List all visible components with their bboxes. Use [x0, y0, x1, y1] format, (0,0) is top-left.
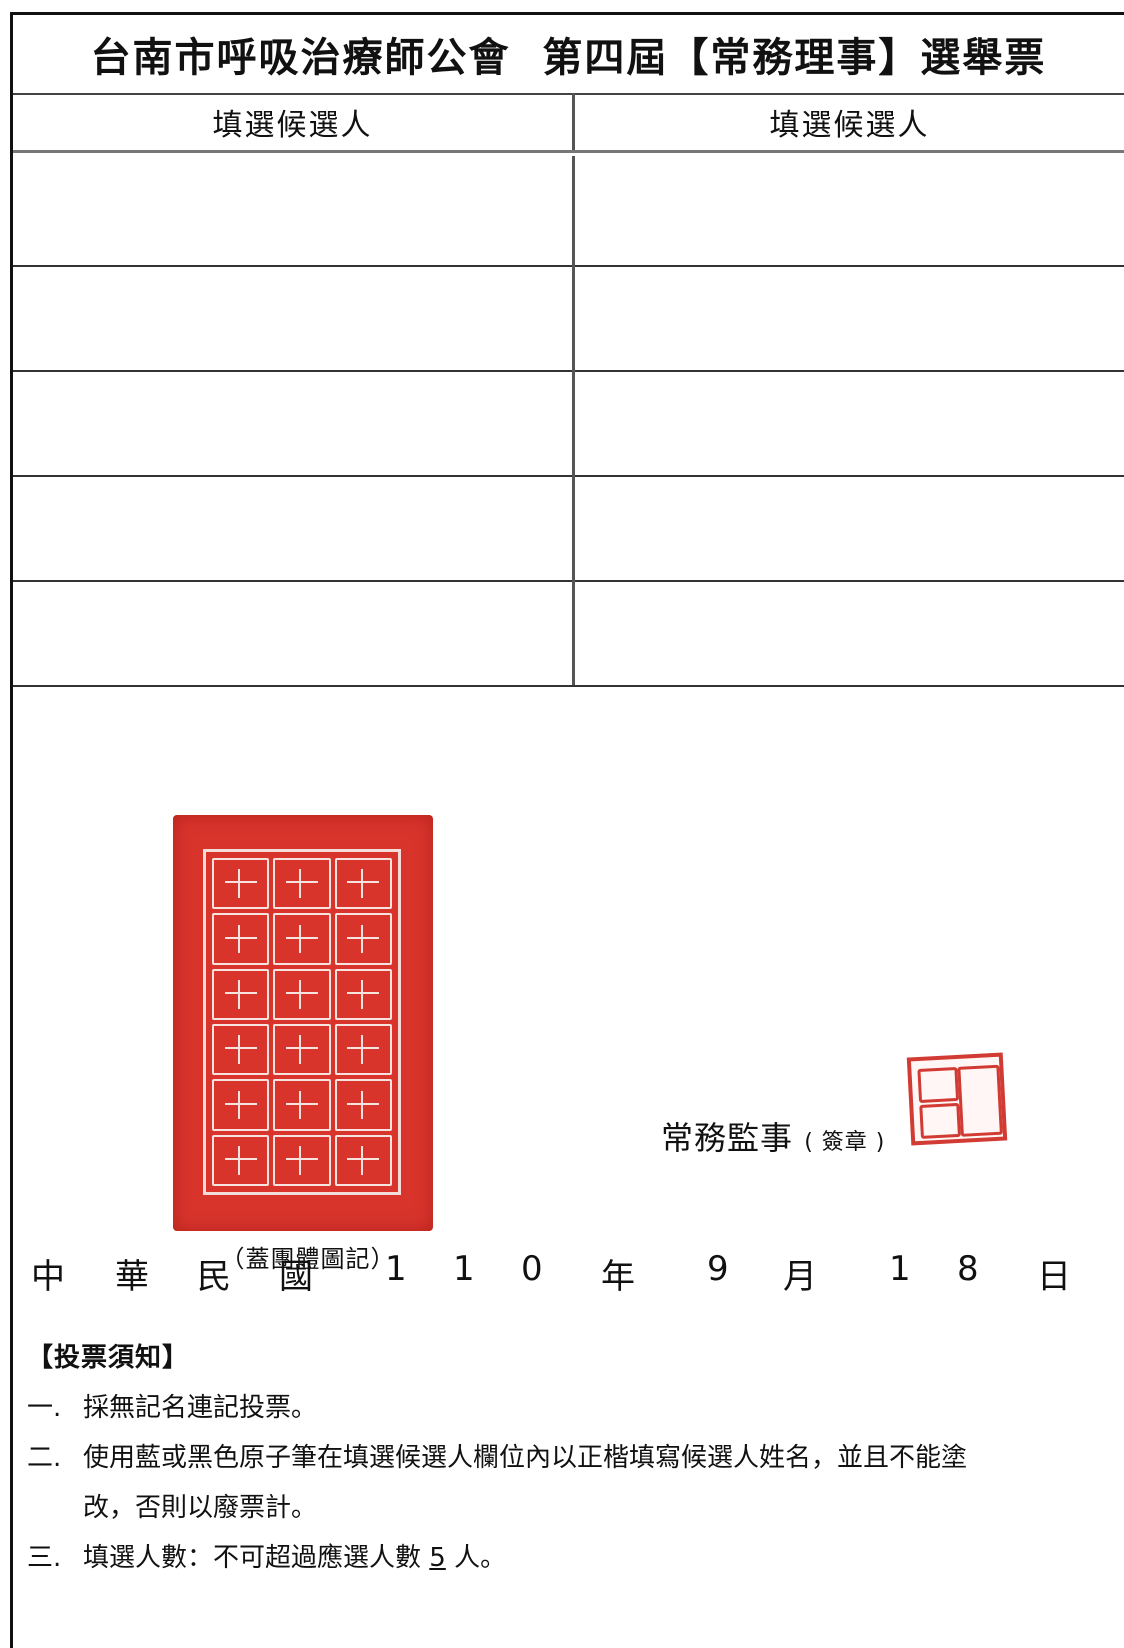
date-part: 8 [957, 1249, 979, 1289]
seal-glyph [334, 968, 392, 1020]
seal-glyph [273, 858, 331, 910]
candidate-cell-right[interactable] [575, 156, 1124, 265]
column-header-right: 填選候選人 [769, 107, 930, 143]
instruction-number: 二. [27, 1443, 62, 1473]
instruction-item-continued: 改，否則以廢票計。 [27, 1483, 1097, 1533]
date-part: 0 [521, 1249, 543, 1289]
instruction-item: 一. 採無記名連記投票。 [27, 1383, 1097, 1433]
date-part: 國 [279, 1257, 313, 1297]
date-part: 9 [707, 1249, 729, 1289]
seal-glyph [334, 1023, 392, 1076]
seal-pattern [203, 849, 401, 1195]
seal-glyph [273, 1134, 331, 1186]
seal-glyph [917, 1066, 960, 1103]
ballot-date: 中 華 民 國 1 1 0 年 9 月 1 8 日 [31, 1249, 1081, 1297]
seal-glyph [212, 1079, 270, 1131]
seal-caption: （蓋團體圖記） [220, 1245, 396, 1273]
candidate-cell-right[interactable] [575, 261, 1124, 370]
seal-glyph [273, 913, 331, 965]
seal-glyph [334, 1134, 392, 1186]
date-part: 1 [889, 1249, 911, 1289]
date-part: 月 [783, 1257, 817, 1297]
candidate-cell-left[interactable] [13, 156, 575, 265]
seal-glyph [212, 968, 270, 1020]
date-part: 日 [1037, 1257, 1071, 1297]
seal-glyph [273, 968, 331, 1020]
seal-glyph [212, 858, 270, 910]
instruction-text: 人。 [454, 1543, 507, 1573]
candidate-row [13, 366, 1124, 477]
seal-glyph [273, 1079, 331, 1131]
date-part: 華 [115, 1257, 149, 1297]
date-part: 1 [385, 1249, 407, 1289]
ballot-title: 台南市呼吸治療師公會 第四屆【常務理事】選舉票 [13, 15, 1124, 95]
supervisor-title: 常務監事 [661, 1119, 794, 1157]
seal-glyph [212, 1134, 270, 1186]
seal-glyph [919, 1102, 961, 1139]
date-part: 中 [31, 1257, 65, 1297]
table-header: 填選候選人 填選候選人 [13, 93, 1124, 153]
supervisor-signature-label: 常務監事 ( 簽章 ) [661, 1113, 885, 1159]
column-header-left: 填選候選人 [13, 93, 575, 150]
seal-glyph [273, 1023, 331, 1076]
candidate-cell-left[interactable] [13, 576, 575, 685]
seal-glyph [334, 858, 392, 910]
candidate-row [13, 576, 1124, 687]
supervisor-seal [906, 1052, 1008, 1146]
instruction-item: 三. 填選人數：不可超過應選人數 5 人。 [27, 1533, 1097, 1583]
instruction-number: 一. [27, 1393, 62, 1423]
instructions-title: 【投票須知】 [27, 1343, 190, 1373]
candidate-row [13, 156, 1124, 267]
voting-instructions: 【投票須知】 一. 採無記名連記投票。 二. 使用藍或黑色原子筆在填選候選人欄位… [27, 1333, 1097, 1583]
seal-glyph [957, 1064, 1003, 1137]
candidate-cell-right[interactable] [575, 366, 1124, 475]
instruction-number: 三. [27, 1543, 62, 1573]
instruction-text: 採無記名連記投票。 [83, 1393, 318, 1423]
seal-glyph [334, 1079, 392, 1131]
candidate-row [13, 471, 1124, 582]
instruction-item: 二. 使用藍或黑色原子筆在填選候選人欄位內以正楷填寫候選人姓名，並且不能塗 [27, 1433, 1097, 1483]
date-part: 年 [601, 1257, 635, 1297]
date-part: 民 [197, 1257, 231, 1297]
seal-glyph [334, 913, 392, 965]
signature-note: ( 簽章 ) [804, 1130, 886, 1155]
candidate-cell-right[interactable] [575, 576, 1124, 685]
candidate-cell-left[interactable] [13, 366, 575, 475]
ballot-form: 台南市呼吸治療師公會 第四屆【常務理事】選舉票 填選候選人 填選候選人 [10, 12, 1124, 1648]
max-selection-count: 5 [429, 1543, 446, 1573]
candidate-cell-left[interactable] [13, 471, 575, 580]
candidate-row [13, 261, 1124, 372]
candidate-cell-left[interactable] [13, 261, 575, 370]
seal-glyph [212, 913, 270, 965]
candidate-cell-right[interactable] [575, 471, 1124, 580]
instruction-text: 使用藍或黑色原子筆在填選候選人欄位內以正楷填寫候選人姓名，並且不能塗 [83, 1443, 968, 1473]
instruction-text: 填選人數：不可超過應選人數 [83, 1543, 422, 1573]
seal-glyph [212, 1023, 270, 1076]
instruction-text: 改，否則以廢票計。 [83, 1493, 318, 1523]
organization-seal [173, 815, 433, 1231]
date-part: 1 [453, 1249, 475, 1289]
